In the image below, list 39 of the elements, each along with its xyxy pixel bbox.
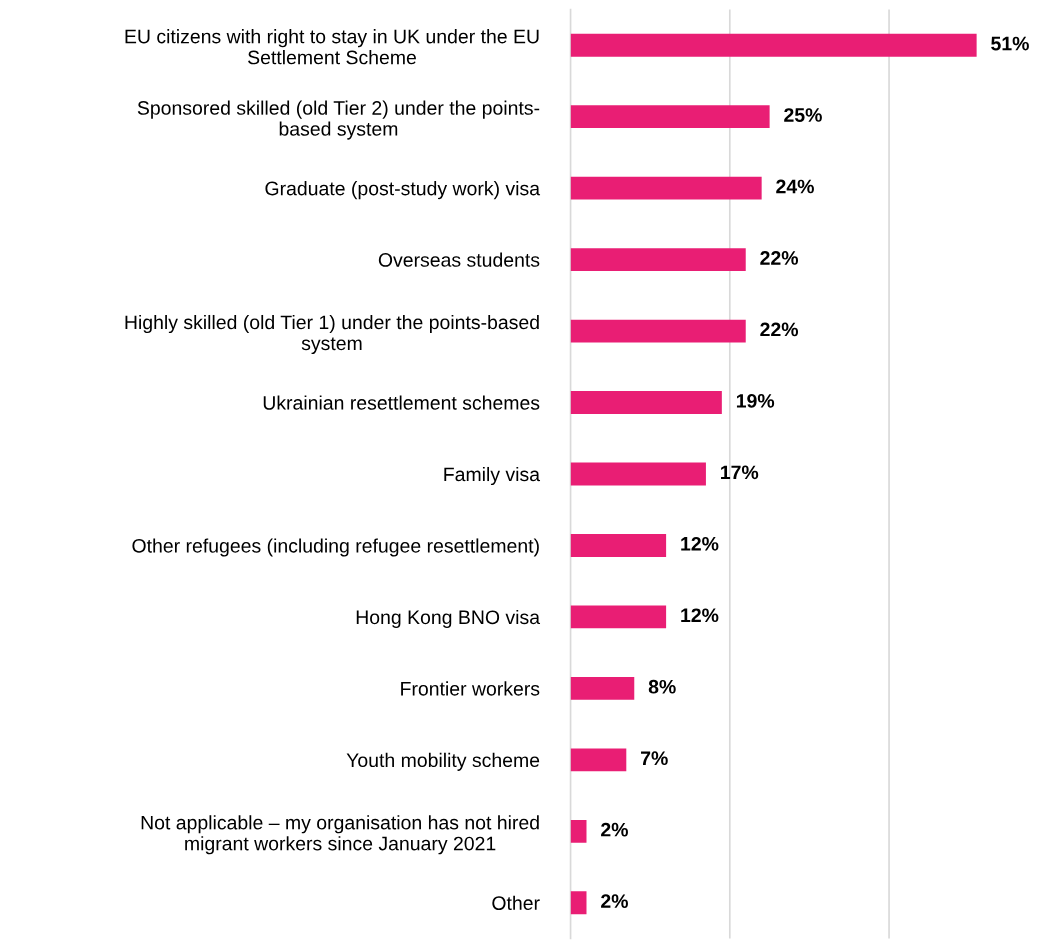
y-tick-label: Highly skilled (old Tier 1) under the points-based system	[125, 314, 539, 355]
y-tick-label: EU citizens with right to stay in UK under the EU Settlement Scheme	[125, 29, 539, 65]
y-tick-label: Family visa	[444, 466, 541, 486]
y-tick-label: Other	[492, 895, 540, 911]
bar	[570, 176, 762, 200]
bar	[570, 391, 722, 414]
data-label: 19%	[736, 393, 775, 408]
data-label: 7%	[641, 751, 668, 766]
data-label: 8%	[648, 679, 676, 694]
bar	[570, 462, 706, 486]
bar	[570, 676, 635, 700]
bar	[570, 605, 667, 629]
bar	[570, 33, 977, 57]
data-label: 51%	[991, 36, 1029, 51]
bar	[570, 248, 746, 272]
y-tick-label: Ukrainian resettlement schemes	[263, 395, 540, 410]
bar	[570, 319, 746, 343]
data-label: 2%	[601, 822, 628, 837]
y-tick-label: Other refugees (including refugee resettlement)	[132, 538, 539, 557]
y-tick-label: Graduate (post-study work) visa	[265, 181, 541, 200]
data-label: 24%	[776, 179, 814, 194]
bar	[570, 748, 627, 772]
y-tick-label: Overseas students	[378, 252, 540, 267]
bar	[570, 819, 587, 843]
data-label: 12%	[681, 608, 719, 623]
bar	[570, 891, 587, 915]
data-label: 25%	[784, 108, 822, 122]
bar	[570, 534, 667, 557]
y-tick-label: Frontier workers	[401, 681, 540, 696]
y-tick-label: Hong Kong BNO visa	[356, 609, 541, 629]
data-label: 22%	[760, 322, 799, 337]
data-label: 22%	[760, 251, 799, 265]
y-tick-label: Sponsored skilled (old Tier 2) under the points- based system	[137, 100, 540, 140]
bar	[570, 105, 770, 129]
data-label: 12%	[681, 536, 719, 551]
data-label: 17%	[721, 465, 759, 480]
y-tick-label: Youth mobility scheme	[346, 752, 540, 771]
y-tick-label: Not applicable – my organisation has not hired migrant workers since January 2021	[141, 815, 539, 855]
data-label: 2%	[601, 894, 628, 908]
